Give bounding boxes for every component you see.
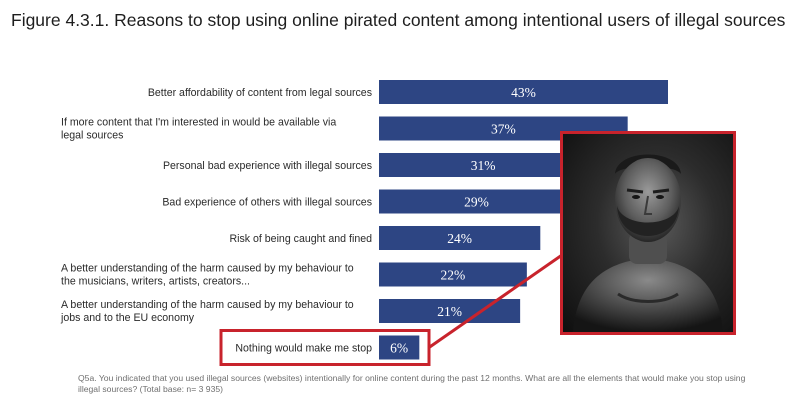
category-label-line: If more content that I'm interested in w… (61, 117, 336, 129)
value-label-3: 29% (464, 195, 489, 210)
bar-2 (379, 153, 588, 177)
category-label-line: jobs and to the EU economy (60, 312, 195, 324)
right-brow (652, 188, 670, 194)
bar-7 (379, 335, 420, 360)
bars (379, 80, 668, 360)
bar-5 (379, 262, 527, 287)
beard-shape (617, 206, 679, 236)
bar-6 (379, 299, 521, 323)
category-label-5: A better understanding of the harm cause… (61, 263, 354, 288)
annotations (219, 253, 563, 366)
value-label-2: 31% (471, 158, 496, 173)
right-eye (656, 195, 664, 199)
figure-title: Figure 4.3.1. Reasons to stop using onli… (11, 10, 786, 30)
value-label-0: 43% (511, 85, 536, 100)
category-label-0: Better affordability of content from leg… (148, 87, 372, 99)
footnote: Q5a. You indicated that you used illegal… (78, 373, 746, 394)
category-label-6: A better understanding of the harm cause… (60, 299, 354, 324)
left-eye (632, 195, 640, 199)
category-label-line: Nothing would make me stop (235, 343, 372, 355)
value-label-5: 22% (441, 268, 466, 283)
value-label-1: 37% (491, 122, 516, 137)
torso-shape (573, 258, 723, 332)
category-label-4: Risk of being caught and fined (229, 233, 372, 245)
bar-4 (379, 226, 541, 250)
category-label-line: Better affordability of content from leg… (148, 87, 372, 99)
bar-0 (379, 80, 668, 104)
category-label-2: Personal bad experience with illegal sou… (163, 160, 372, 172)
category-label-3: Bad experience of others with illegal so… (162, 197, 372, 209)
value-labels: 43% 37% 31% 29% 24% 22% 21% 6% (390, 85, 536, 356)
value-label-7: 6% (390, 341, 408, 356)
category-label-1: If more content that I'm interested in w… (61, 117, 336, 142)
left-brow (626, 188, 644, 194)
category-label-line: Bad experience of others with illegal so… (162, 197, 372, 209)
bearded-man-photo (573, 154, 723, 332)
bar-3 (379, 189, 574, 214)
category-label-7: Nothing would make me stop (235, 343, 372, 355)
category-label-line: A better understanding of the harm cause… (61, 263, 354, 275)
chest-shadow (617, 292, 679, 303)
highlight-connector (428, 253, 563, 349)
category-label-line: the musicians, writers, artists, creator… (61, 276, 250, 288)
category-label-line: Risk of being caught and fined (229, 233, 372, 245)
value-label-4: 24% (447, 231, 472, 246)
category-label-line: legal sources (61, 130, 123, 142)
category-label-line: A better understanding of the harm cause… (61, 299, 354, 311)
nose-shape (643, 195, 652, 215)
meme-photo (560, 131, 736, 335)
value-label-6: 21% (437, 304, 462, 319)
category-labels: Better affordability of content from leg… (60, 87, 372, 355)
category-label-line: Personal bad experience with illegal sou… (163, 160, 372, 172)
